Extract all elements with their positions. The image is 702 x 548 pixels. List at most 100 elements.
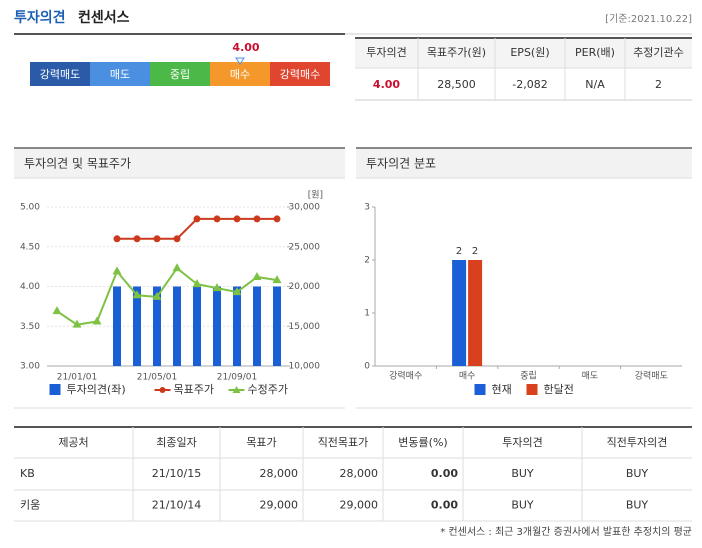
legend-swatch: [526, 384, 538, 395]
point: [132, 290, 142, 299]
header-title: 투자의견: [14, 9, 66, 26]
point: [253, 215, 261, 223]
summary-cell: 4.00: [373, 78, 400, 91]
summary-header-bg: [355, 38, 692, 68]
scale-label: 매수: [230, 68, 250, 81]
point: [193, 215, 201, 223]
summary-header: 투자의견: [366, 46, 406, 59]
legend-swatch: [49, 384, 61, 395]
detail-cell: 29,000: [340, 499, 379, 512]
scale-label: 강력매수: [280, 68, 320, 81]
x-tick-label: 매수: [459, 371, 476, 382]
detail-header: 최종일자: [156, 435, 196, 449]
point: [133, 235, 141, 243]
x-tick-label: 매도: [582, 371, 599, 382]
summary-header: EPS(원): [510, 46, 549, 59]
point: [92, 316, 102, 325]
detail-cell: BUY: [511, 467, 534, 480]
bar: [133, 286, 141, 366]
point: [233, 215, 241, 223]
scale-segment: [210, 62, 270, 86]
bar: [113, 286, 121, 366]
data-label: 2: [456, 246, 462, 257]
legend-label: 현재: [492, 383, 512, 396]
summary-header: 추정기관수: [633, 46, 684, 59]
detail-cell: 28,000: [260, 467, 299, 480]
detail-cell: 0.00: [431, 499, 458, 512]
detail-cell: 28,000: [340, 467, 379, 480]
scale-value-label: 4.00: [232, 41, 259, 54]
scale-label: 매도: [110, 68, 130, 81]
detail-header: 목표가: [246, 436, 276, 449]
detail-cell: KB: [20, 467, 35, 480]
point: [213, 215, 221, 223]
y-tick-label: 1: [364, 309, 370, 319]
detail-cell: 21/10/14: [152, 499, 201, 512]
point: [192, 279, 202, 288]
legend-label: 한달전: [544, 383, 574, 396]
summary-cell: N/A: [585, 78, 605, 91]
x-tick-label: 중립: [520, 371, 537, 382]
summary-cell: 28,500: [437, 78, 476, 91]
point: [212, 283, 222, 292]
scale-segment: [150, 62, 210, 86]
y-tick-label: 5.00: [20, 203, 40, 213]
y2-tick-label: 15,000: [289, 322, 321, 332]
scale-label: 강력매도: [40, 68, 80, 81]
y-tick-label: 3.00: [20, 362, 40, 372]
y2-axis-label: [원]: [308, 190, 323, 201]
point: [113, 235, 121, 243]
x-tick-label: 21/01/01: [57, 373, 97, 383]
bar: [452, 260, 467, 366]
detail-cell: 키움: [20, 499, 40, 512]
point: [52, 306, 62, 315]
x-tick-label: 강력매도: [635, 370, 668, 382]
scale-marker: [235, 57, 245, 65]
legend-label: 수정주가: [248, 383, 288, 396]
y-tick-label: 0: [364, 362, 370, 372]
point: [173, 235, 181, 243]
panel-title-bg: [356, 148, 692, 178]
scale-segment: [30, 62, 90, 86]
y-tick-label: 3.50: [20, 322, 40, 332]
x-tick-label: 21/09/01: [217, 373, 257, 383]
x-tick-label: 21/05/01: [137, 373, 177, 383]
bar: [193, 286, 201, 366]
bar: [468, 260, 483, 366]
detail-header: 직전목표가: [318, 436, 369, 449]
legend-label: 목표주가: [174, 383, 214, 396]
point: [272, 275, 282, 284]
point: [252, 271, 262, 280]
legend-label: 투자의견(좌): [67, 383, 126, 396]
scale-segment: [270, 62, 330, 86]
x-tick-label: 강력매수: [389, 370, 422, 382]
bar: [233, 286, 241, 366]
line: [56, 266, 278, 326]
footnote: * 컨센서스 : 최근 3개월간 증권사에서 발표한 추정치의 평균: [440, 526, 692, 538]
point: [152, 291, 162, 300]
bar: [213, 286, 221, 366]
point: [273, 215, 281, 223]
panel-title: 투자의견 분포: [366, 157, 436, 171]
scale-label: 중립: [170, 68, 190, 81]
bar: [173, 286, 181, 366]
point: [72, 319, 82, 328]
legend-swatch: [474, 384, 486, 395]
header-subtitle: 컨센서스: [78, 9, 130, 26]
scale-segment: [90, 62, 150, 86]
detail-cell: 21/10/15: [152, 467, 201, 480]
summary-cell: -2,082: [512, 78, 547, 91]
y2-tick-label: 25,000: [289, 242, 321, 252]
detail-header: 투자의견: [502, 436, 542, 449]
detail-cell: BUY: [626, 467, 649, 480]
y-tick-label: 4.00: [20, 282, 40, 292]
y2-tick-label: 20,000: [289, 282, 321, 292]
y-tick-label: 4.50: [20, 242, 40, 252]
panel-title: 투자의견 및 목표주가: [24, 157, 131, 171]
detail-header: 직전투자의견: [607, 436, 668, 449]
y2-tick-label: 30,000: [289, 203, 321, 213]
bar: [153, 286, 161, 366]
bar: [273, 286, 281, 366]
summary-header: PER(배): [575, 46, 615, 59]
